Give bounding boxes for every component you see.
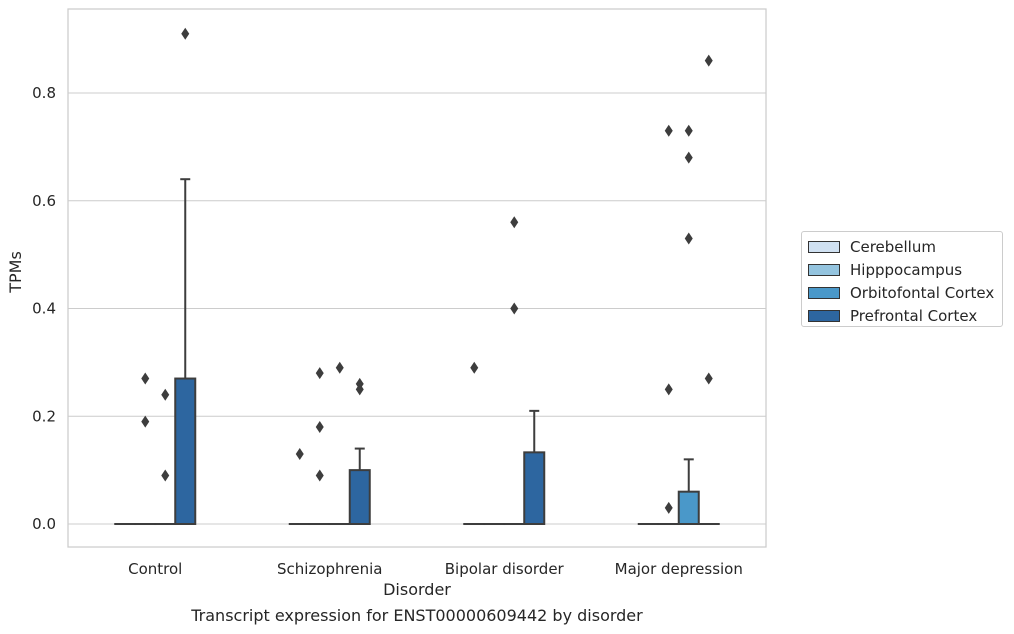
outlier-point (684, 151, 693, 164)
legend: Cerebellum Hipppocampus Orbitofontal Cor… (801, 231, 1003, 327)
box (348, 469, 371, 525)
plot-area (67, 8, 767, 548)
box (174, 377, 197, 525)
legend-item-prefrontal-cortex: Prefrontal Cortex (808, 304, 1002, 327)
outlier-point (315, 469, 324, 482)
outlier-point (315, 367, 324, 380)
legend-item-hippocampus: Hipppocampus (808, 258, 1002, 281)
outlier-point (510, 302, 519, 315)
y-tick-label: 0.6 (32, 192, 56, 210)
legend-label: Cerebellum (850, 237, 936, 256)
x-tick-label: Major depression (615, 560, 743, 578)
x-tick-label: Bipolar disorder (445, 560, 565, 578)
outlier-point (664, 501, 673, 514)
y-axis-label: TPMs (6, 251, 25, 294)
outlier-point (161, 469, 170, 482)
box (523, 451, 546, 525)
x-axis-label: Disorder (383, 580, 451, 599)
outlier-point (510, 216, 519, 229)
outlier-point (684, 124, 693, 137)
legend-swatch (808, 240, 840, 253)
outlier-point (664, 124, 673, 137)
outlier-point (335, 361, 344, 374)
outlier-point (704, 372, 713, 385)
legend-item-cerebellum: Cerebellum (808, 235, 1002, 258)
x-tick-label: Control (128, 560, 182, 578)
outlier-point (355, 383, 364, 396)
legend-label: Hipppocampus (850, 260, 963, 279)
outlier-point (470, 361, 479, 374)
outlier-point (315, 421, 324, 434)
legend-label: Prefrontal Cortex (850, 306, 978, 325)
outlier-point (181, 27, 190, 40)
outlier-point (664, 383, 673, 396)
legend-swatch (808, 263, 840, 276)
outlier-point (161, 388, 170, 401)
legend-swatch (808, 286, 840, 299)
y-tick-label: 0.2 (32, 407, 56, 425)
outlier-point (141, 415, 150, 428)
outlier-point (295, 447, 304, 460)
legend-label: Orbitofontal Cortex (850, 283, 995, 302)
y-tick-label: 0.0 (32, 515, 56, 533)
outlier-point (684, 232, 693, 245)
legend-item-orbitofrontal-cortex: Orbitofontal Cortex (808, 281, 1002, 304)
y-tick-label: 0.8 (32, 84, 56, 102)
outlier-point (704, 54, 713, 67)
box (677, 490, 700, 525)
figure-caption: Transcript expression for ENST0000060944… (191, 606, 643, 625)
y-tick-label: 0.4 (32, 300, 56, 318)
legend-swatch (808, 309, 840, 322)
outlier-point (141, 372, 150, 385)
x-tick-label: Schizophrenia (277, 560, 382, 578)
